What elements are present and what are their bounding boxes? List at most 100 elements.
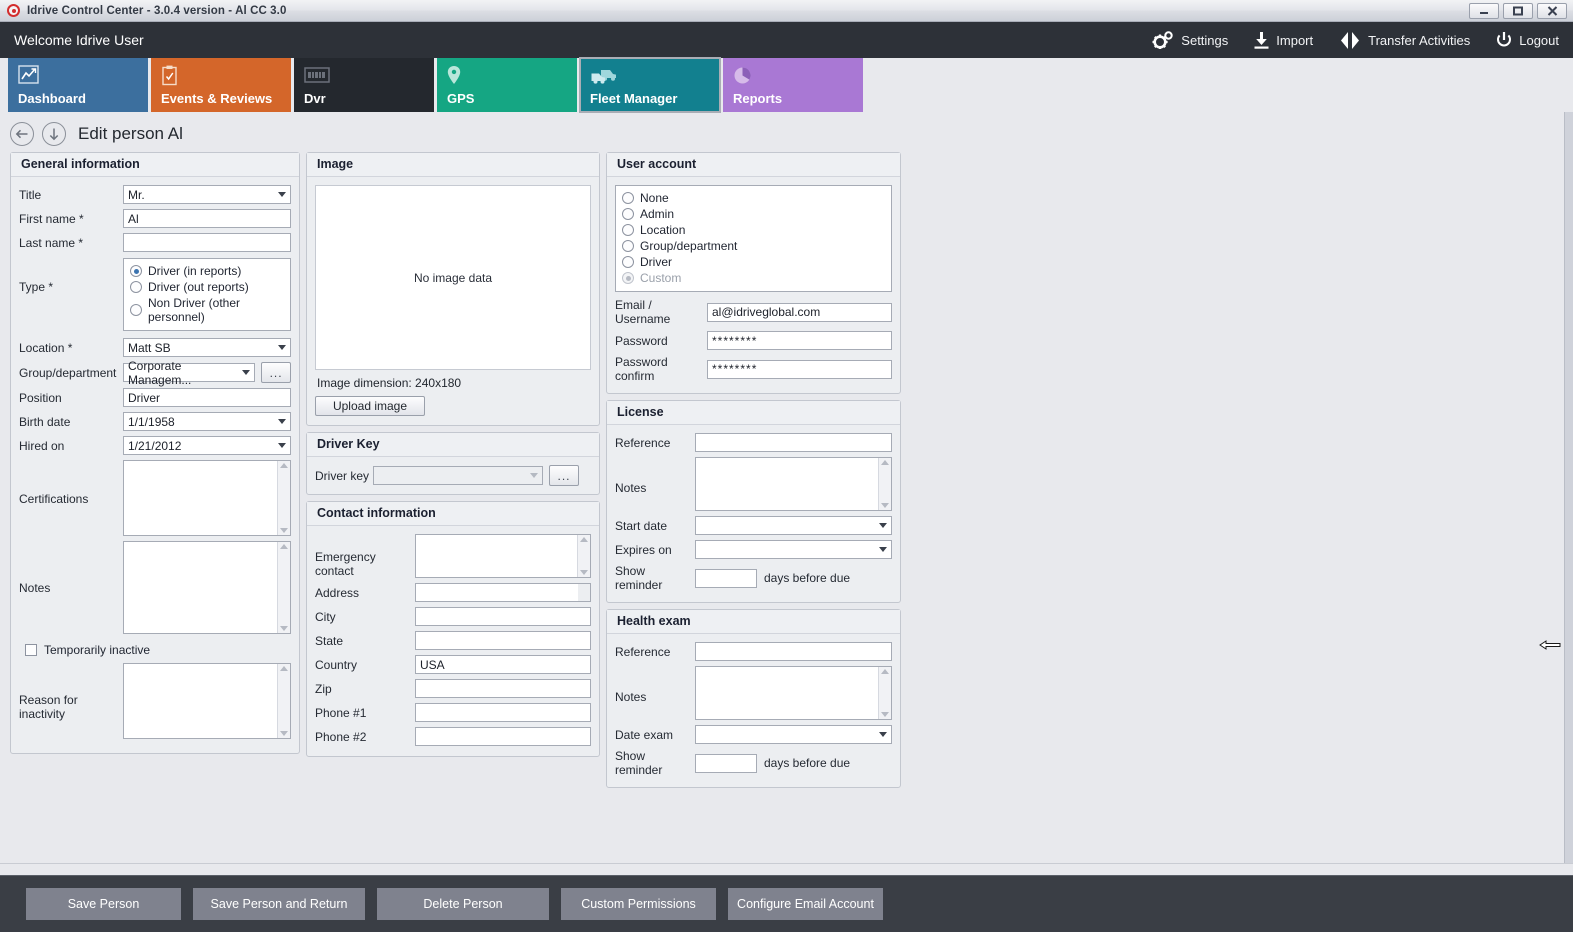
license-reminder-suffix: days before due [764, 571, 851, 585]
password-input[interactable]: ******** [707, 331, 892, 350]
phone2-input[interactable] [415, 727, 591, 746]
role-option-group-department[interactable]: Group/department [622, 239, 885, 253]
health-reminder-input[interactable] [695, 753, 757, 773]
tab-events-reviews[interactable]: Events & Reviews [151, 58, 291, 112]
group-department-value: Corporate Managem... [128, 358, 192, 387]
password-confirm-label: Password confirm [615, 355, 668, 383]
minimize-button[interactable] [1469, 3, 1499, 19]
password-label: Password [615, 333, 668, 348]
close-button[interactable] [1537, 3, 1567, 19]
certifications-label: Certifications [19, 492, 89, 506]
type-radio-group: Driver (in reports) Driver (out reports)… [123, 258, 291, 331]
type-option-driver-out-reports[interactable]: Driver (out reports) [130, 280, 284, 294]
password-confirm-input[interactable]: ******** [707, 359, 892, 379]
scroll-down-button[interactable] [42, 122, 66, 146]
driver-key-combo[interactable] [373, 466, 543, 485]
birth-date-picker[interactable]: 1/1/1958 [123, 412, 291, 431]
license-reference-input[interactable] [695, 433, 892, 452]
position-input[interactable]: Driver [123, 388, 291, 407]
temporarily-inactive-checkbox[interactable]: Temporarily inactive [25, 643, 150, 657]
settings-button[interactable]: Settings [1152, 31, 1228, 49]
tab-gps[interactable]: GPS [437, 58, 577, 112]
type-option-driver-in-reports[interactable]: Driver (in reports) [130, 264, 284, 278]
import-button[interactable]: Import [1254, 31, 1313, 49]
maximize-button[interactable] [1503, 3, 1533, 19]
welcome-text: Welcome Idrive User [14, 32, 144, 48]
city-row: City [315, 607, 591, 626]
title-combo[interactable]: Mr. [123, 185, 291, 204]
tab-fleet-manager[interactable]: Fleet Manager [579, 57, 721, 113]
action-bar: Save Person Save Person and Return Delet… [0, 875, 1573, 932]
license-notes-textarea[interactable] [695, 457, 892, 511]
tab-dashboard[interactable]: Dashboard [8, 58, 148, 112]
password-confirm-value: ******** [712, 362, 758, 376]
license-reminder-row: Show reminder days before due [615, 564, 892, 592]
tab-fleet-manager-label: Fleet Manager [590, 91, 678, 106]
scrollbar[interactable] [577, 535, 590, 577]
email-input[interactable]: al@idriveglobal.com [707, 302, 892, 322]
type-option-non-driver[interactable]: Non Driver (other personnel) [130, 296, 284, 324]
scrollbar[interactable] [277, 542, 290, 633]
address-input[interactable] [415, 583, 591, 602]
driver-key-browse-button[interactable]: ... [549, 465, 579, 486]
type-option-label: Driver (out reports) [148, 280, 249, 294]
phone2-row: Phone #2 [315, 727, 591, 746]
health-notes-row: Notes [615, 666, 892, 720]
radio-mark [622, 224, 634, 236]
back-button[interactable] [10, 122, 34, 146]
custom-permissions-button[interactable]: Custom Permissions [561, 888, 716, 920]
license-expires-picker[interactable] [695, 540, 892, 559]
health-notes-textarea[interactable] [695, 666, 892, 720]
role-option-none[interactable]: None [622, 191, 885, 205]
title-label: Title [19, 187, 42, 202]
location-value: Matt SB [128, 340, 171, 355]
license-notes-label: Notes [615, 481, 647, 495]
group-department-combo[interactable]: Corporate Managem... [123, 359, 256, 387]
zip-input[interactable] [415, 679, 591, 698]
country-input[interactable]: USA [415, 655, 591, 674]
scrollbar[interactable] [878, 458, 891, 510]
save-person-button[interactable]: Save Person [26, 888, 181, 920]
license-reminder-input[interactable] [695, 568, 757, 588]
tab-reports[interactable]: Reports [723, 58, 863, 112]
first-name-input[interactable]: Al [123, 209, 291, 228]
health-reference-input[interactable] [695, 642, 892, 661]
upload-image-button[interactable]: Upload image [315, 396, 425, 416]
right-column: User account None Admin Location [606, 152, 901, 794]
role-option-label: Location [640, 223, 686, 237]
position-value: Driver [128, 390, 160, 405]
window-titlebar: Idrive Control Center - 3.0.4 version - … [0, 0, 1573, 22]
arrow-left-circle-icon [15, 128, 29, 140]
hired-on-picker[interactable]: 1/21/2012 [123, 436, 291, 455]
role-option-admin[interactable]: Admin [622, 207, 885, 221]
role-option-driver[interactable]: Driver [622, 255, 885, 269]
logout-button[interactable]: Logout [1496, 32, 1559, 48]
city-input[interactable] [415, 607, 591, 626]
role-option-location[interactable]: Location [622, 223, 885, 237]
radio-mark [622, 192, 634, 204]
phone1-input[interactable] [415, 703, 591, 722]
scrollbar[interactable] [878, 667, 891, 719]
license-start-date-picker[interactable] [695, 516, 892, 535]
window-title: Idrive Control Center - 3.0.4 version - … [27, 4, 287, 17]
type-option-label: Driver (in reports) [148, 264, 242, 278]
configure-email-account-button[interactable]: Configure Email Account [728, 888, 883, 920]
location-combo[interactable]: Matt SB [123, 338, 291, 357]
certifications-textarea[interactable] [123, 460, 291, 536]
vertical-scroll-rail[interactable] [1564, 112, 1573, 863]
delete-person-button[interactable]: Delete Person [377, 888, 549, 920]
radio-mark [130, 281, 142, 293]
image-preview[interactable]: No image data [315, 185, 591, 370]
save-person-and-return-button[interactable]: Save Person and Return [193, 888, 365, 920]
transfer-activities-button[interactable]: Transfer Activities [1339, 31, 1470, 49]
scrollbar[interactable] [277, 664, 290, 738]
emergency-contact-textarea[interactable] [415, 534, 591, 578]
scrollbar[interactable] [277, 461, 290, 535]
state-input[interactable] [415, 631, 591, 650]
tab-dvr[interactable]: Dvr [294, 58, 434, 112]
reason-for-inactivity-textarea[interactable] [123, 663, 291, 739]
group-department-browse-button[interactable]: ... [261, 362, 291, 383]
last-name-input[interactable] [123, 233, 291, 252]
health-date-exam-picker[interactable] [695, 725, 892, 744]
notes-textarea[interactable] [123, 541, 291, 634]
